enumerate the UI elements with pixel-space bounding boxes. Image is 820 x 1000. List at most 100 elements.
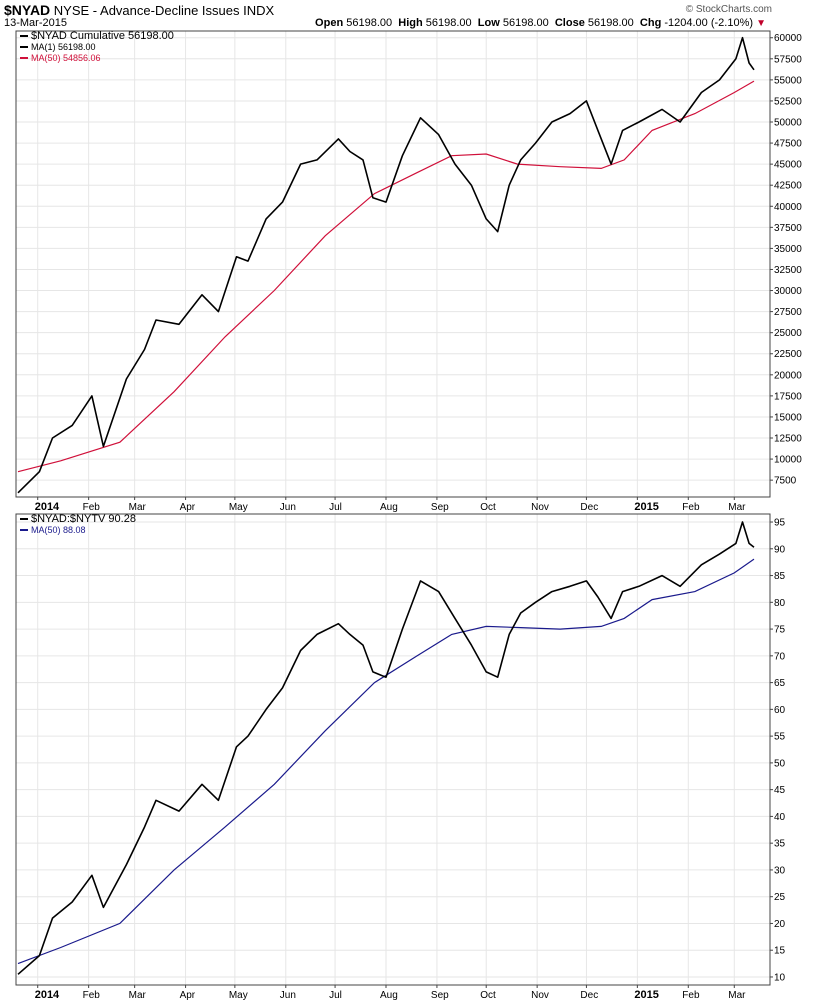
ohlc-readout: Open 56198.00 High 56198.00 Low 56198.00…: [315, 17, 766, 29]
y-tick-label: 35000: [774, 244, 802, 255]
x-tick-label: Feb: [682, 502, 700, 513]
low-label: Low: [477, 17, 500, 29]
open-label: Open: [315, 17, 344, 29]
legend-entry: $NYAD Cumulative 56198.00: [31, 30, 174, 42]
y-tick-label: 10: [774, 972, 786, 983]
y-tick-label: 40000: [774, 202, 802, 213]
y-tick-label: 40: [774, 812, 786, 823]
chart-panel-2: 10 15 20 25 30 35 40 45 50 55 60 65 70 75 80 85 90 95 2014…: [15, 513, 786, 1000]
y-tick-label: 10000: [774, 455, 802, 466]
x-tick-label: Sep: [431, 990, 449, 1000]
x-tick-label: Sep: [431, 502, 449, 513]
y-tick-label: 65: [774, 678, 786, 689]
y-tick-label: 15: [774, 946, 786, 957]
x-tick-label: Mar: [728, 990, 746, 1000]
y-tick-label: 52500: [774, 96, 802, 107]
high-label: High: [398, 17, 423, 29]
y-tick-label: 20000: [774, 370, 802, 381]
y-tick-label: 22500: [774, 349, 802, 360]
y-tick-label: 55: [774, 732, 786, 743]
series-line-main: [17, 521, 755, 975]
x-tick-label: Apr: [180, 990, 196, 1000]
y-tick-label: 55000: [774, 75, 802, 86]
y-tick-label: 57500: [774, 54, 802, 65]
close-value: 56198.00: [587, 17, 634, 29]
chg-value: -1204.00 (-2.10%): [664, 17, 754, 29]
y-tick-label: 70: [774, 651, 786, 662]
x-tick-label: Mar: [728, 502, 746, 513]
y-tick-label: 75: [774, 625, 786, 636]
y-tick-label: 50: [774, 758, 786, 769]
x-tick-label: Feb: [83, 502, 101, 513]
chart-panel-1: 7500 10000 12500 15000 17500 20000 22500 25000 2…: [15, 30, 802, 513]
y-tick-label: 60: [774, 705, 786, 716]
y-tick-label: 42500: [774, 181, 802, 192]
y-tick-label: 20: [774, 919, 786, 930]
y-tick-label: 45000: [774, 160, 802, 171]
y-tick-label: 35: [774, 839, 786, 850]
x-tick-label: Dec: [580, 502, 598, 513]
x-tick-label: Nov: [531, 502, 549, 513]
plot-frame: [15, 513, 771, 986]
y-tick-label: 85: [774, 571, 786, 582]
y-tick-label: 47500: [774, 139, 802, 150]
y-tick-label: 27500: [774, 307, 802, 318]
y-tick-label: 25: [774, 892, 786, 903]
y-tick-label: 25000: [774, 328, 802, 339]
high-value: 56198.00: [425, 17, 472, 29]
y-tick-label: 32500: [774, 265, 802, 276]
x-tick-label: Aug: [380, 990, 398, 1000]
legend-entry: MA(50) 54856.06: [31, 53, 101, 63]
low-value: 56198.00: [502, 17, 549, 29]
x-tick-label: 2015: [634, 989, 658, 1000]
y-tick-label: 12500: [774, 434, 802, 445]
y-tick-label: 15000: [774, 412, 802, 423]
x-tick-label: Nov: [531, 990, 549, 1000]
x-tick-label: 2014: [35, 989, 60, 1000]
symbol: $NYAD: [4, 2, 51, 18]
x-tick-label: Feb: [682, 990, 700, 1000]
symbol-description: NYSE - Advance-Decline Issues INDX: [53, 3, 275, 18]
y-tick-label: 60000: [774, 33, 802, 44]
y-tick-label: 95: [774, 518, 786, 529]
open-value: 56198.00: [346, 17, 393, 29]
y-tick-label: 7500: [774, 476, 797, 487]
x-tick-label: Jun: [280, 990, 296, 1000]
x-tick-label: May: [229, 502, 248, 513]
close-label: Close: [554, 17, 585, 29]
x-tick-label: Mar: [129, 502, 147, 513]
series-line-main: [17, 36, 755, 494]
y-tick-label: 17500: [774, 391, 802, 402]
brand-watermark: © StockCharts.com: [685, 4, 772, 15]
x-tick-label: Jul: [329, 502, 342, 513]
x-tick-label: May: [229, 990, 248, 1000]
series-line-ma50: [17, 80, 755, 473]
legend-entry: MA(50) 88.08: [31, 525, 86, 535]
chart-title: $NYAD NYSE - Advance-Decline Issues INDX: [4, 2, 274, 18]
x-tick-label: Feb: [83, 990, 101, 1000]
x-tick-label: Oct: [480, 990, 496, 1000]
legend-entry: $NYAD:$NYTV 90.28: [31, 513, 136, 525]
y-tick-label: 80: [774, 598, 786, 609]
y-tick-label: 50000: [774, 118, 802, 129]
x-tick-label: Mar: [129, 990, 147, 1000]
y-tick-label: 45: [774, 785, 786, 796]
x-tick-label: Apr: [180, 502, 196, 513]
series-line-ma50: [17, 558, 755, 965]
y-tick-label: 90: [774, 544, 786, 555]
x-tick-label: Oct: [480, 502, 496, 513]
legend-entry: MA(1) 56198.00: [31, 42, 96, 52]
y-tick-label: 37500: [774, 223, 802, 234]
x-tick-label: 2015: [634, 501, 658, 513]
y-tick-label: 30: [774, 865, 786, 876]
chart-date: 13-Mar-2015: [4, 17, 67, 29]
down-triangle-icon: ▼: [756, 18, 766, 29]
plot-frame: [15, 30, 771, 498]
x-tick-label: Aug: [380, 502, 398, 513]
x-tick-label: Jun: [280, 502, 296, 513]
chg-label: Chg: [639, 17, 662, 29]
